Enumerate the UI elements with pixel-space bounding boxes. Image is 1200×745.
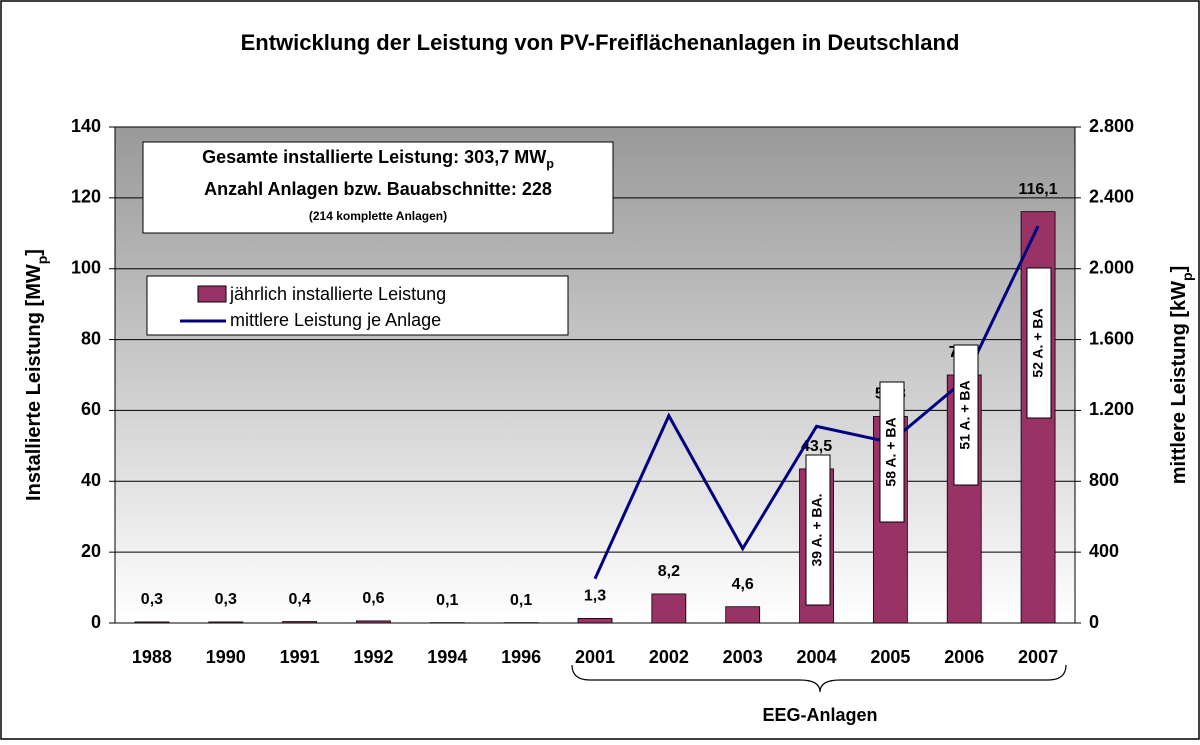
annotation: 51 A. + BA [957,380,973,449]
bar [209,622,243,623]
x-tick-label: 2002 [649,647,689,667]
legend-label: mittlere Leistung je Anlage [230,310,441,330]
x-tick-label: 2001 [575,647,615,667]
value-label: 0,1 [510,592,532,609]
y-tick-label: 100 [71,257,101,277]
y-tick-label: 80 [81,328,101,348]
y2-tick-label: 1.600 [1089,328,1134,348]
value-label: 0,3 [215,591,237,608]
annotation: 39 A. + BA. [809,493,825,566]
x-tick-label: 1992 [353,647,393,667]
annotation: 58 A. + BA [883,417,899,486]
chart-title: Entwicklung der Leistung von PV-Freifläc… [241,30,960,55]
value-label: 116,1 [1018,181,1057,198]
value-label: 0,6 [362,590,384,607]
bar [578,618,612,623]
x-tick-label: 1988 [132,647,172,667]
y-tick-label: 60 [81,399,101,419]
subscript: p [1179,272,1195,281]
x-tick-label: 1994 [427,647,467,667]
legend-swatch [198,286,226,302]
value-label: 8,2 [658,563,680,580]
bracket-label: EEG-Anlagen [762,705,877,725]
info-text: (214 komplette Anlagen) [309,209,447,223]
info-text: Anzahl Anlagen bzw. Bauabschnitte: 228 [204,179,552,199]
text-part: (214 komplette Anlagen) [309,209,447,223]
bar [726,607,760,623]
x-tick-label: 2006 [944,647,984,667]
subscript: p [34,256,50,265]
bar [283,622,317,623]
text-part: ] [23,249,45,256]
bar [135,622,169,623]
x-tick-label: 2004 [797,647,837,667]
text-part: ] [1168,266,1190,273]
x-tick-label: 2007 [1018,647,1058,667]
x-tick-label: 1996 [501,647,541,667]
y2-tick-label: 2.800 [1089,116,1134,136]
bar [652,594,686,623]
y-tick-label: 40 [81,470,101,490]
value-label: 0,1 [436,592,458,609]
y-tick-label: 0 [91,612,101,632]
text-part: Anzahl Anlagen bzw. Bauabschnitte: 228 [204,179,552,199]
text-part: Installierte Leistung [MW [23,264,45,501]
value-label: 0,3 [141,591,163,608]
y-tick-label: 140 [71,116,101,136]
x-tick-label: 2005 [870,647,910,667]
text-part: mittlere Leistung [kW [1168,281,1190,484]
y2-tick-label: 2.400 [1089,187,1134,207]
legend-label: jährlich installierte Leistung [229,284,446,304]
value-label: 1,3 [584,588,606,605]
x-tick-label: 1990 [206,647,246,667]
value-label: 0,4 [288,591,310,608]
y2-tick-label: 2.000 [1089,257,1134,277]
annotation: 52 A. + BA [1030,308,1046,377]
x-tick-label: 2003 [723,647,763,667]
y2-tick-label: 1.200 [1089,399,1134,419]
y2-tick-label: 400 [1089,541,1119,561]
y-tick-label: 120 [71,187,101,207]
subscript: p [546,157,554,171]
value-label: 4,6 [732,576,754,593]
y2-tick-label: 0 [1089,612,1099,632]
text-part: Gesamte installierte Leistung: 303,7 MW [202,147,546,167]
bar [356,621,390,623]
y2-tick-label: 800 [1089,470,1119,490]
y-tick-label: 20 [81,541,101,561]
x-tick-label: 1991 [280,647,320,667]
